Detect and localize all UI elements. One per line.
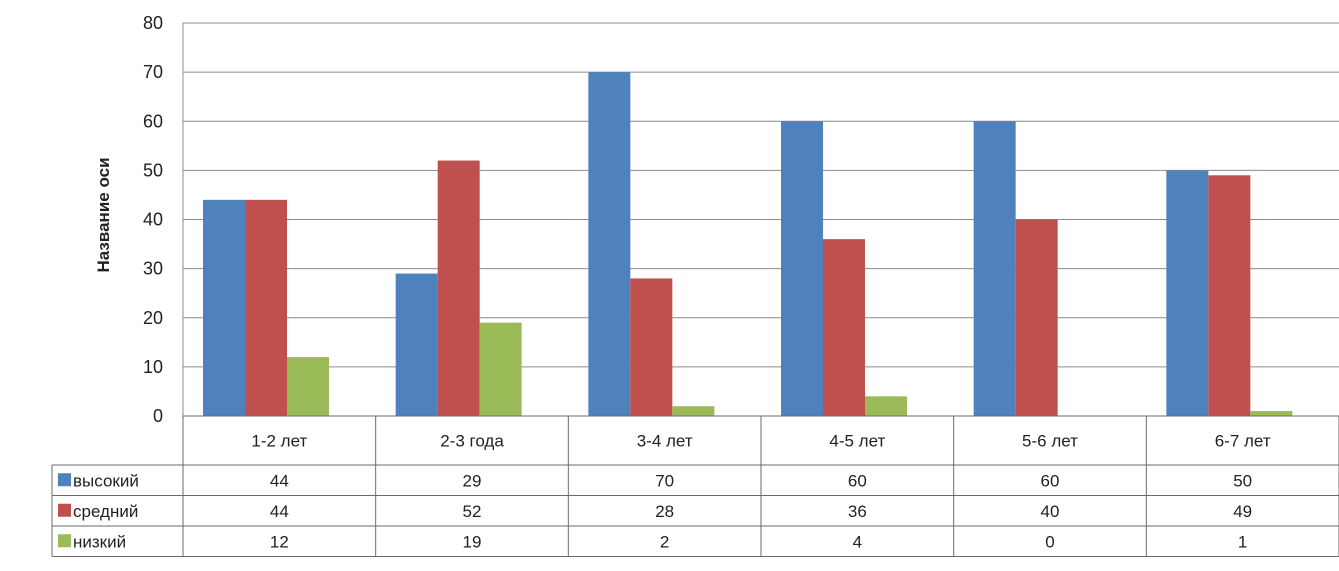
category-label: 5-6 лет [1022,432,1078,451]
bar-низкий-4-5 лет [865,396,907,416]
data-label: 29 [463,471,482,490]
bar-высокий-6-7 лет [1166,170,1209,416]
legend-swatch-высокий [58,473,71,487]
data-label: 0 [1045,532,1054,551]
data-label: 36 [848,502,867,521]
bar-средний-2-3 года [437,160,480,416]
data-label: 2 [660,532,669,551]
data-label: 50 [1233,471,1252,490]
y-tick-label: 0 [153,406,163,426]
bar-низкий-1-2 лет [287,357,329,416]
data-label: 60 [848,471,867,490]
bar-высокий-1-2 лет [203,199,245,416]
category-label: 6-7 лет [1215,432,1271,451]
y-tick-label: 80 [143,13,163,33]
y-tick-label: 60 [143,111,163,131]
data-label: 12 [270,532,289,551]
data-label: 52 [463,502,482,521]
bar-средний-5-6 лет [1015,219,1058,416]
y-tick-label: 30 [143,259,163,279]
data-label: 28 [655,502,674,521]
bar-высокий-5-6 лет [973,121,1016,416]
data-label: 60 [1041,471,1060,490]
y-tick-label: 50 [143,160,163,180]
gridlines [182,22,1339,417]
y-tick-label: 10 [143,357,163,377]
y-tick-labels: 0 10 20 30 40 50 60 70 80 [143,13,163,426]
legend-swatch-средний [58,503,71,517]
category-label: 4-5 лет [829,432,885,451]
bar-средний-1-2 лет [245,199,287,416]
bar-средний-3-4 лет [630,278,673,416]
data-label: 49 [1233,502,1252,521]
bar-высокий-3-4 лет [588,72,631,416]
y-tick-label: 70 [143,62,163,82]
legend-label: высокий [73,471,139,490]
data-label: 44 [270,502,289,521]
y-tick-label: 20 [143,308,163,328]
data-label: 40 [1041,502,1060,521]
y-tick-label: 40 [143,210,163,230]
data-label: 4 [853,532,862,551]
data-label: 70 [655,471,674,490]
category-label: 3-4 лет [637,432,693,451]
legend-label: средний [73,502,138,521]
data-label: 19 [463,532,482,551]
bar-средний-4-5 лет [823,239,865,416]
bar-низкий-2-3 года [479,322,522,416]
bar-низкий-6-7 лет [1250,411,1293,416]
y-axis-title: Название оси [94,157,113,272]
bar-высокий-2-3 года [395,273,438,416]
bar-низкий-3-4 лет [672,406,715,416]
data-label: 1 [1238,532,1247,551]
category-label: 1-2 лет [251,432,307,451]
legend-swatch-низкий [58,534,71,548]
bars [203,72,1293,416]
category-label: 2-3 года [440,432,504,451]
legend-label: низкий [73,532,126,551]
data-label: 44 [270,471,289,490]
bar-высокий-4-5 лет [781,121,823,416]
data-table: 1-2 лет 2-3 года 3-4 лет 4-5 лет 5-6 лет 6-7 … [51,415,1339,557]
bar-средний-6-7 лет [1208,175,1251,416]
